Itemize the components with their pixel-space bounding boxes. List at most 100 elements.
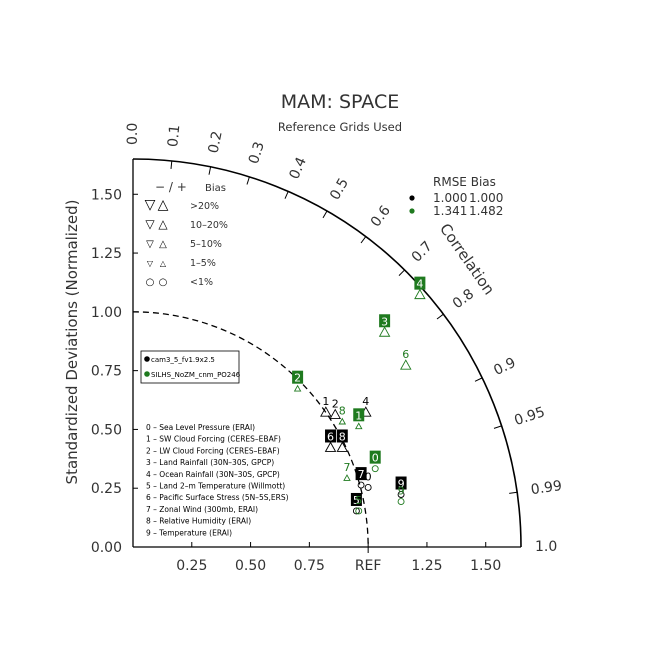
data-point-label: 0 (372, 452, 379, 465)
y-tick-label: 1.50 (91, 187, 122, 203)
data-point-label: 2 (294, 372, 301, 385)
y-axis-label: Standardized Deviations (Normalized) (63, 200, 81, 485)
model-legend-label: cam3_5_fv1.9x2.5 (151, 356, 215, 364)
data-point-box (292, 370, 304, 384)
data-point-box (350, 492, 362, 506)
data-point-box (336, 429, 348, 443)
data-point-marker (343, 474, 351, 481)
correlation-tick-mark (474, 377, 483, 382)
x-tick-label: 1.50 (470, 558, 501, 574)
data-point-box (395, 476, 407, 490)
rmse-legend-value: 1.000 (433, 191, 467, 205)
variable-legend-item: 9 – Temperature (ERAI) (146, 528, 232, 537)
y-tick-label: 0.75 (91, 364, 122, 380)
data-point-marker (397, 491, 405, 498)
correlation-tick-mark (398, 269, 405, 276)
x-tick-label: 1.25 (411, 558, 442, 574)
rmse-legend-value: 1.341 (433, 204, 467, 218)
y-tick-label: 0.00 (91, 540, 122, 556)
x-tick-label: REF (355, 558, 382, 574)
data-point-label: 6 (327, 430, 334, 443)
data-point-box (355, 467, 367, 481)
x-tick-label: 0.25 (176, 558, 207, 574)
data-point-label: 6 (402, 348, 409, 361)
correlation-tick-label: 0.9 (491, 355, 518, 379)
bias-legend-row-label: 10–20% (190, 220, 228, 231)
correlation-tick-label: 0.95 (512, 404, 547, 429)
data-point-marker (320, 406, 332, 417)
data-point-marker (329, 408, 341, 420)
correlation-tick-label: 0.99 (530, 478, 563, 498)
correlation-tick-label: 1.0 (535, 539, 557, 555)
bias-legend-row-label: 1–5% (190, 258, 216, 269)
correlation-tick-mark (360, 236, 367, 244)
correlation-tick-mark (284, 191, 289, 199)
correlation-tick-label: 0.0 (125, 123, 141, 145)
bias-legend-minus-marker: ▽ (147, 259, 154, 268)
correlation-tick-mark (246, 176, 250, 185)
data-point-label: 5 (353, 494, 360, 507)
rmse-legend-bias: 1.482 (469, 204, 503, 218)
y-tick-label: 1.00 (91, 305, 122, 321)
correlation-tick-mark (322, 210, 328, 219)
variable-legend-item: 6 – Pacific Surface Stress (5N–5S,ERS) (146, 493, 289, 502)
y-tick-label: 0.25 (91, 481, 122, 497)
data-point-marker (357, 481, 365, 489)
bias-legend-plus-marker: △ (158, 217, 168, 231)
data-point-label: 1 (355, 409, 362, 422)
bias-legend-sign-header: − / + (155, 180, 187, 194)
rmse-legend-dot (409, 208, 415, 214)
data-point-label: 8 (339, 405, 346, 418)
data-point-label: 8 (339, 430, 346, 443)
data-point-label: 7 (343, 461, 350, 474)
data-point-marker (338, 417, 347, 425)
bias-legend-row-label: <1% (190, 277, 213, 288)
correlation-arc (132, 158, 522, 548)
bias-legend-row-label: 5–10% (190, 239, 222, 250)
data-point-box (325, 429, 337, 443)
bias-legend-plus-marker: △ (159, 239, 167, 250)
data-point-marker (354, 422, 363, 430)
data-point-marker (400, 359, 412, 370)
data-point-label: 4 (416, 278, 423, 291)
bias-legend-minus-marker: ○ (146, 277, 155, 288)
data-point-label: 4 (362, 395, 369, 408)
correlation-tick-label: 0.1 (165, 124, 183, 148)
data-point-marker (378, 326, 391, 337)
data-point-marker (352, 507, 360, 515)
data-point-label: 1 (322, 395, 329, 408)
data-point-marker (355, 507, 363, 515)
data-point-label: 2 (332, 398, 339, 411)
data-point-box (379, 314, 391, 328)
variable-legend-item: 5 – Land 2–m Temperature (Willmott) (146, 482, 285, 491)
bias-legend-minus-marker: ▽ (145, 217, 155, 231)
y-tick-label: 1.25 (91, 246, 122, 262)
data-point-label: 7 (358, 468, 365, 481)
model-legend-dot (144, 371, 150, 377)
data-point-box (353, 408, 365, 422)
correlation-tick-mark (436, 313, 444, 320)
data-point-box (414, 276, 426, 290)
chart-subtitle: Reference Grids Used (278, 120, 402, 134)
variable-legend-item: 4 – Ocean Rainfall (30N–30S, GPCP) (146, 470, 280, 479)
data-point-label: 9 (398, 478, 405, 491)
data-point-label: 5 (355, 494, 362, 507)
rmse-legend-header: RMSE Bias (433, 175, 496, 189)
variable-legend-item: 7 – Zonal Wind (300mb, ERAI) (146, 505, 258, 514)
data-point-marker (336, 441, 349, 452)
data-point-marker (414, 288, 426, 300)
chart-title: MAM: SPACE (281, 91, 399, 113)
data-point-marker (371, 465, 379, 473)
correlation-tick-label: 0.7 (409, 238, 436, 265)
bias-legend-row-label: >20% (190, 201, 219, 212)
data-point-label: 0 (365, 470, 372, 483)
bias-legend-plus-marker: △ (160, 259, 167, 268)
variable-legend-item: 1 – SW Cloud Forcing (CERES–EBAF) (146, 435, 281, 444)
x-tick-label: 0.75 (294, 558, 325, 574)
correlation-tick-mark (509, 491, 518, 494)
model-legend-box (140, 350, 240, 384)
data-point-marker (364, 484, 372, 491)
rmse-legend-dot (409, 195, 415, 201)
variable-legend-item: 3 – Land Rainfall (30N–30S, GPCP) (146, 458, 274, 467)
variable-legend-item: 8 – Relative Humidity (ERAI) (146, 517, 251, 526)
